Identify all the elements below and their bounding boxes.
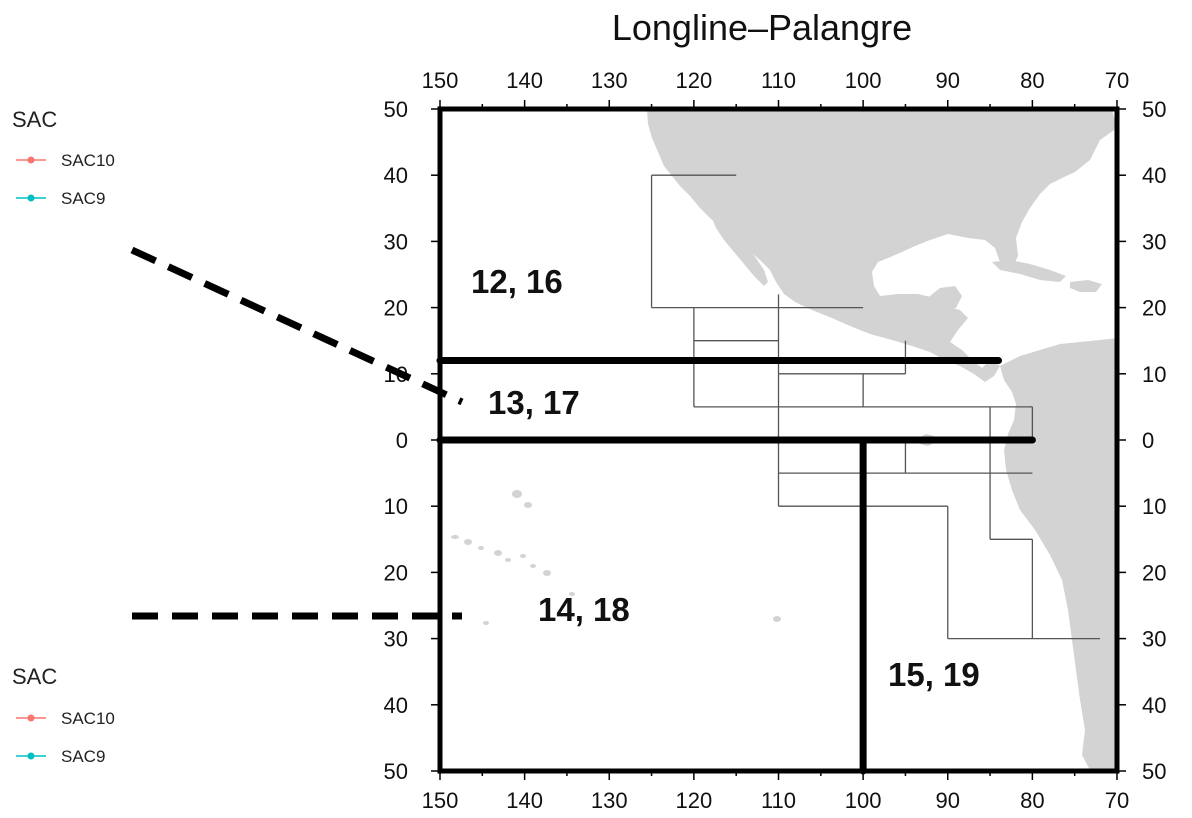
longitude-tick-label: 150: [422, 68, 459, 93]
legend-dot-sac9: [27, 752, 35, 760]
latitude-tick-label: 30: [1142, 627, 1166, 652]
latitude-tick-label: 20: [1142, 296, 1166, 321]
latitude-tick-label: 10: [1142, 362, 1166, 387]
longitude-labels-top: 150 140 130 120 110 100 90 80 70: [422, 68, 1130, 93]
longitude-tick-label: 120: [676, 68, 713, 93]
latitude-tick-label: 40: [1142, 693, 1166, 718]
longitude-tick-label: 100: [845, 68, 882, 93]
longitude-tick-label: 120: [676, 788, 713, 813]
north-america-land: [647, 110, 1117, 382]
longitude-tick-label: 70: [1105, 68, 1129, 93]
yucatan-land: [925, 286, 962, 310]
latitude-tick-label: 40: [384, 163, 408, 188]
area-label-13-17: 13, 17: [488, 384, 580, 421]
longitude-tick-label: 130: [591, 68, 628, 93]
latitude-tick-label: 20: [384, 560, 408, 585]
hispaniola-land: [1070, 280, 1102, 292]
latitude-tick-label: 30: [384, 229, 408, 254]
latitude-tick-label: 30: [384, 627, 408, 652]
latitude-tick-label: 0: [396, 428, 408, 453]
latitude-tick-label: 10: [1142, 494, 1166, 519]
latitude-tick-label: 0: [1142, 428, 1154, 453]
legend-upper: SAC SAC10 SAC9: [12, 107, 115, 208]
longitude-tick-label: 150: [422, 788, 459, 813]
latitude-tick-label: 50: [1142, 759, 1166, 784]
baja-california-land: [712, 218, 768, 286]
area-label-12-16: 12, 16: [471, 263, 563, 300]
land-masses: [451, 110, 1117, 770]
legend-label-sac9: SAC9: [61, 747, 105, 766]
longitude-tick-label: 140: [506, 788, 543, 813]
latitude-tick-label: 40: [1142, 163, 1166, 188]
longitude-tick-label: 90: [936, 68, 960, 93]
longitude-tick-label: 130: [591, 788, 628, 813]
longitude-tick-label: 110: [761, 68, 796, 93]
legend-dot-sac10: [27, 156, 35, 164]
longitude-tick-label: 110: [761, 788, 796, 813]
longitude-tick-label: 80: [1020, 788, 1044, 813]
latitude-tick-label: 50: [1142, 97, 1166, 122]
dashed-callout-upper: [130, 246, 464, 406]
legend-title: SAC: [12, 107, 57, 132]
latitude-tick-label: 50: [384, 759, 408, 784]
longitude-tick-label: 140: [506, 68, 543, 93]
legend-dot-sac9: [27, 194, 35, 202]
area-boundaries: [436, 357, 1036, 775]
area-label-15-19: 15, 19: [888, 656, 980, 693]
legend-title: SAC: [12, 664, 57, 689]
pacific-islands: [451, 490, 781, 625]
longitude-tick-label: 90: [936, 788, 960, 813]
legend-label-sac10: SAC10: [61, 151, 115, 170]
longitude-tick-label: 70: [1105, 788, 1129, 813]
longitude-tick-label: 80: [1020, 68, 1044, 93]
latitude-tick-label: 20: [384, 296, 408, 321]
latitude-tick-label: 10: [384, 494, 408, 519]
latitude-tick-label: 40: [384, 693, 408, 718]
longitude-labels-bottom: 150 140 130 120 110 100 90 80 70: [422, 788, 1130, 813]
latitude-tick-label: 30: [1142, 229, 1166, 254]
latitude-labels-right: 50 40 30 20 10 0 10 20 30 40 50: [1142, 97, 1166, 784]
latitude-tick-label: 20: [1142, 560, 1166, 585]
area-label-14-18: 14, 18: [538, 591, 630, 628]
latitude-tick-label: 50: [384, 97, 408, 122]
legend-label-sac9: SAC9: [61, 189, 105, 208]
cuba-land: [992, 260, 1066, 282]
axis-ticks: [431, 100, 1126, 780]
sub-area-lines: [650, 174, 1101, 640]
legend-label-sac10: SAC10: [61, 709, 115, 728]
legend-lower: SAC SAC10 SAC9: [12, 664, 115, 766]
longitude-tick-label: 100: [845, 788, 882, 813]
legend-dot-sac10: [27, 714, 35, 722]
south-america-land: [1000, 338, 1117, 770]
map-title: Longline–Palangre: [612, 7, 912, 48]
